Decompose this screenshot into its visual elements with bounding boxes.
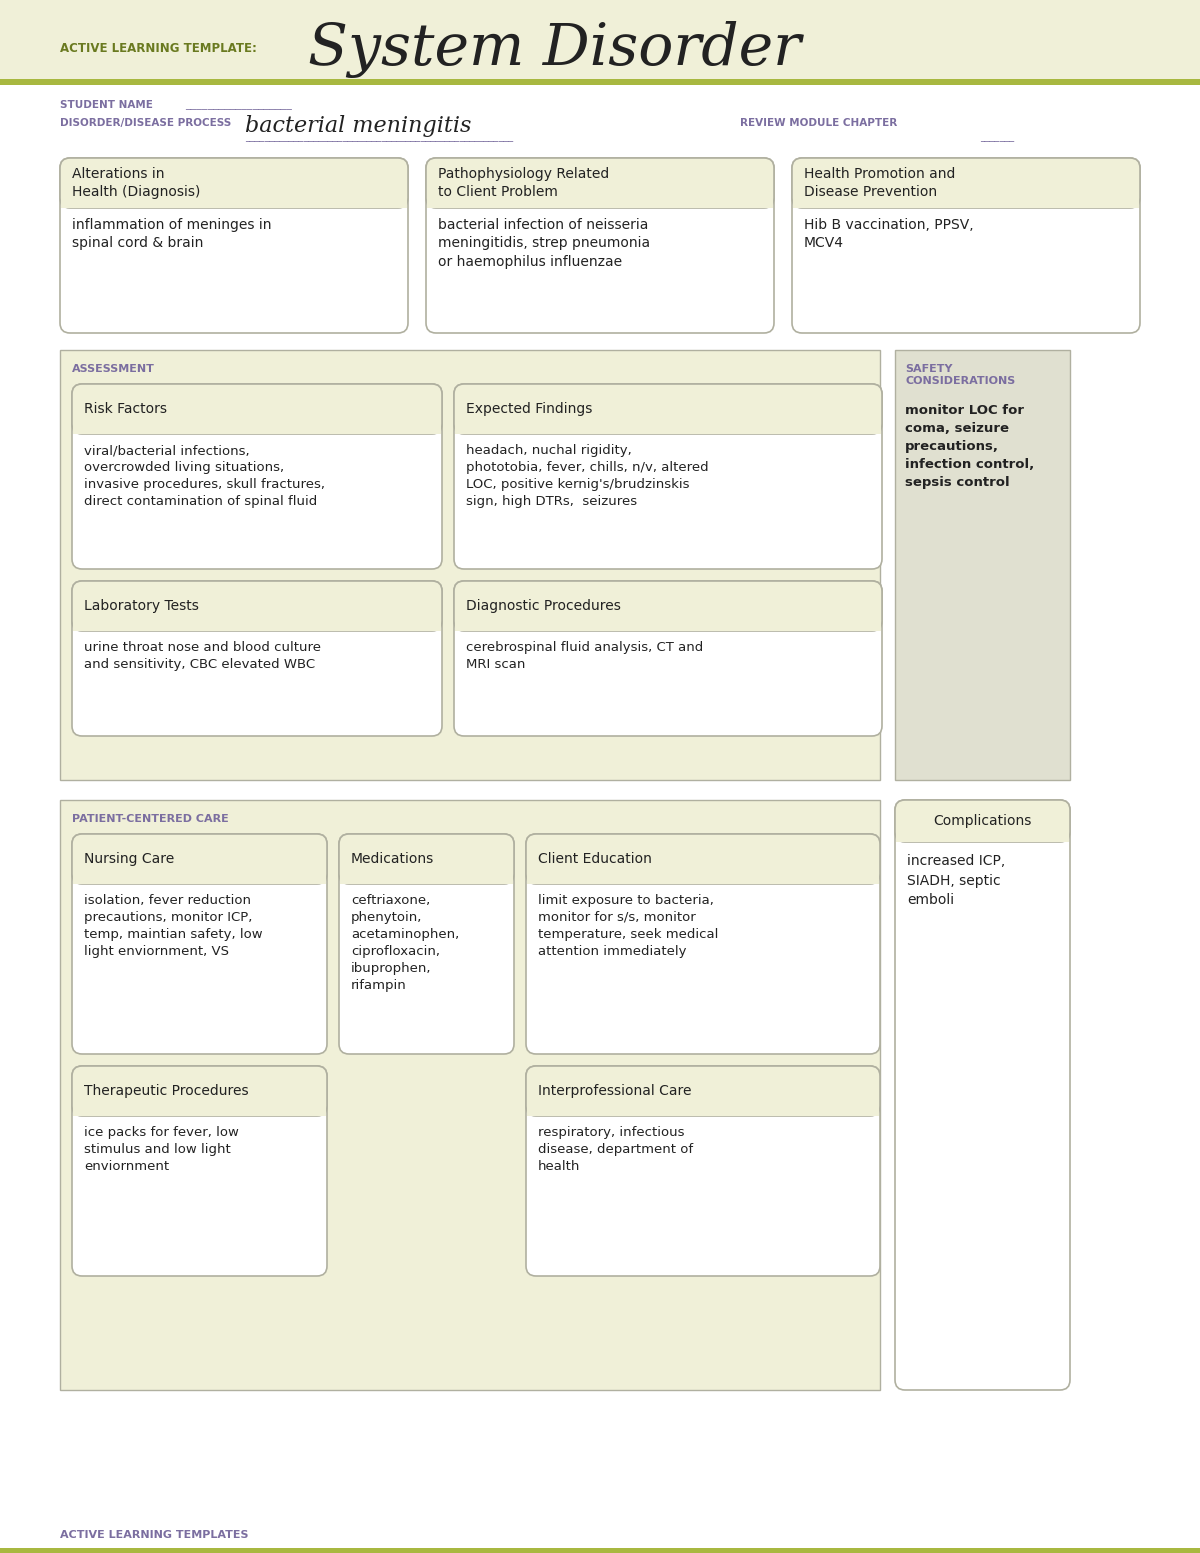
FancyBboxPatch shape [454, 384, 882, 568]
Text: Diagnostic Procedures: Diagnostic Procedures [466, 599, 620, 613]
Bar [895, 349, 1070, 780]
FancyBboxPatch shape [792, 158, 1140, 208]
Text: Pathophysiology Related
to Client Problem: Pathophysiology Related to Client Proble… [438, 168, 610, 199]
Text: REVIEW MODULE CHAPTER: REVIEW MODULE CHAPTER [740, 118, 898, 127]
FancyBboxPatch shape [895, 800, 1070, 842]
Bar [60, 349, 880, 780]
Text: System Disorder: System Disorder [308, 22, 802, 79]
Text: ___________________: ___________________ [185, 99, 292, 110]
FancyBboxPatch shape [526, 834, 880, 884]
Text: limit exposure to bacteria,
monitor for s/s, monitor
temperature, seek medical
a: limit exposure to bacteria, monitor for … [538, 895, 719, 958]
Bar [0, 79, 1200, 85]
Text: ASSESSMENT: ASSESSMENT [72, 363, 155, 374]
Text: headach, nuchal rigidity,
phototobia, fever, chills, n/v, altered
LOC, positive : headach, nuchal rigidity, phototobia, fe… [466, 444, 709, 508]
Bar [73, 874, 326, 884]
Text: Alterations in
Health (Diagnosis): Alterations in Health (Diagnosis) [72, 168, 200, 199]
FancyBboxPatch shape [454, 581, 882, 631]
FancyBboxPatch shape [60, 158, 408, 332]
Text: Interprofessional Care: Interprofessional Care [538, 1084, 691, 1098]
Bar [340, 874, 514, 884]
FancyBboxPatch shape [72, 384, 442, 433]
Bar [0, 0, 1200, 85]
Text: increased ICP,
SIADH, septic
emboli: increased ICP, SIADH, septic emboli [907, 854, 1006, 907]
FancyBboxPatch shape [426, 158, 774, 332]
Bar [73, 621, 442, 631]
Text: monitor LOC for
coma, seizure
precautions,
infection control,
sepsis control: monitor LOC for coma, seizure precaution… [905, 404, 1034, 489]
Text: Medications: Medications [352, 853, 434, 867]
Text: urine throat nose and blood culture
and sensitivity, CBC elevated WBC: urine throat nose and blood culture and … [84, 641, 322, 671]
FancyBboxPatch shape [792, 158, 1140, 332]
FancyBboxPatch shape [454, 581, 882, 736]
Text: Complications: Complications [934, 814, 1032, 828]
Bar [455, 621, 881, 631]
FancyBboxPatch shape [526, 834, 880, 1054]
Text: ice packs for fever, low
stimulus and low light
enviornment: ice packs for fever, low stimulus and lo… [84, 1126, 239, 1173]
Text: _______________________________________________________: ________________________________________… [245, 132, 514, 141]
Bar [61, 197, 407, 208]
Bar [793, 197, 1139, 208]
Text: Risk Factors: Risk Factors [84, 402, 167, 416]
Text: Client Education: Client Education [538, 853, 652, 867]
Bar [427, 197, 773, 208]
Text: Laboratory Tests: Laboratory Tests [84, 599, 199, 613]
Text: Health Promotion and
Disease Prevention: Health Promotion and Disease Prevention [804, 168, 955, 199]
Bar [455, 424, 881, 433]
FancyBboxPatch shape [72, 384, 442, 568]
FancyBboxPatch shape [454, 384, 882, 433]
Bar [73, 424, 442, 433]
FancyBboxPatch shape [72, 834, 326, 884]
Text: Nursing Care: Nursing Care [84, 853, 174, 867]
Text: cerebrospinal fluid analysis, CT and
MRI scan: cerebrospinal fluid analysis, CT and MRI… [466, 641, 703, 671]
FancyBboxPatch shape [72, 834, 326, 1054]
Text: ACTIVE LEARNING TEMPLATES: ACTIVE LEARNING TEMPLATES [60, 1530, 248, 1541]
Bar [896, 832, 1069, 842]
Text: _______: _______ [980, 132, 1014, 141]
Text: Hib B vaccination, PPSV,
MCV4: Hib B vaccination, PPSV, MCV4 [804, 217, 973, 250]
Bar [0, 1548, 1200, 1553]
Bar [73, 1106, 326, 1117]
FancyBboxPatch shape [72, 1065, 326, 1277]
Text: Expected Findings: Expected Findings [466, 402, 593, 416]
FancyBboxPatch shape [340, 834, 514, 884]
FancyBboxPatch shape [72, 1065, 326, 1117]
Text: SAFETY
CONSIDERATIONS: SAFETY CONSIDERATIONS [905, 363, 1015, 387]
Text: PATIENT-CENTERED CARE: PATIENT-CENTERED CARE [72, 814, 229, 825]
Text: bacterial meningitis: bacterial meningitis [245, 115, 472, 137]
FancyBboxPatch shape [60, 158, 408, 208]
FancyBboxPatch shape [426, 158, 774, 208]
FancyBboxPatch shape [526, 1065, 880, 1117]
FancyBboxPatch shape [340, 834, 514, 1054]
Text: viral/bacterial infections,
overcrowded living situations,
invasive procedures, : viral/bacterial infections, overcrowded … [84, 444, 325, 508]
Text: ceftriaxone,
phenytoin,
acetaminophen,
ciprofloxacin,
ibuprophen,
rifampin: ceftriaxone, phenytoin, acetaminophen, c… [352, 895, 460, 992]
FancyBboxPatch shape [895, 800, 1070, 1390]
Text: Therapeutic Procedures: Therapeutic Procedures [84, 1084, 248, 1098]
FancyBboxPatch shape [72, 581, 442, 631]
Text: DISORDER/DISEASE PROCESS: DISORDER/DISEASE PROCESS [60, 118, 232, 127]
FancyBboxPatch shape [72, 581, 442, 736]
Bar [60, 800, 880, 1390]
Text: STUDENT NAME: STUDENT NAME [60, 99, 152, 110]
Text: inflammation of meninges in
spinal cord & brain: inflammation of meninges in spinal cord … [72, 217, 271, 250]
Text: bacterial infection of neisseria
meningitidis, strep pneumonia
or haemophilus in: bacterial infection of neisseria meningi… [438, 217, 650, 269]
Bar [527, 1106, 878, 1117]
Text: respiratory, infectious
disease, department of
health: respiratory, infectious disease, departm… [538, 1126, 694, 1173]
Text: ACTIVE LEARNING TEMPLATE:: ACTIVE LEARNING TEMPLATE: [60, 42, 257, 54]
FancyBboxPatch shape [526, 1065, 880, 1277]
Bar [527, 874, 878, 884]
Text: isolation, fever reduction
precautions, monitor ICP,
temp, maintian safety, low
: isolation, fever reduction precautions, … [84, 895, 263, 958]
